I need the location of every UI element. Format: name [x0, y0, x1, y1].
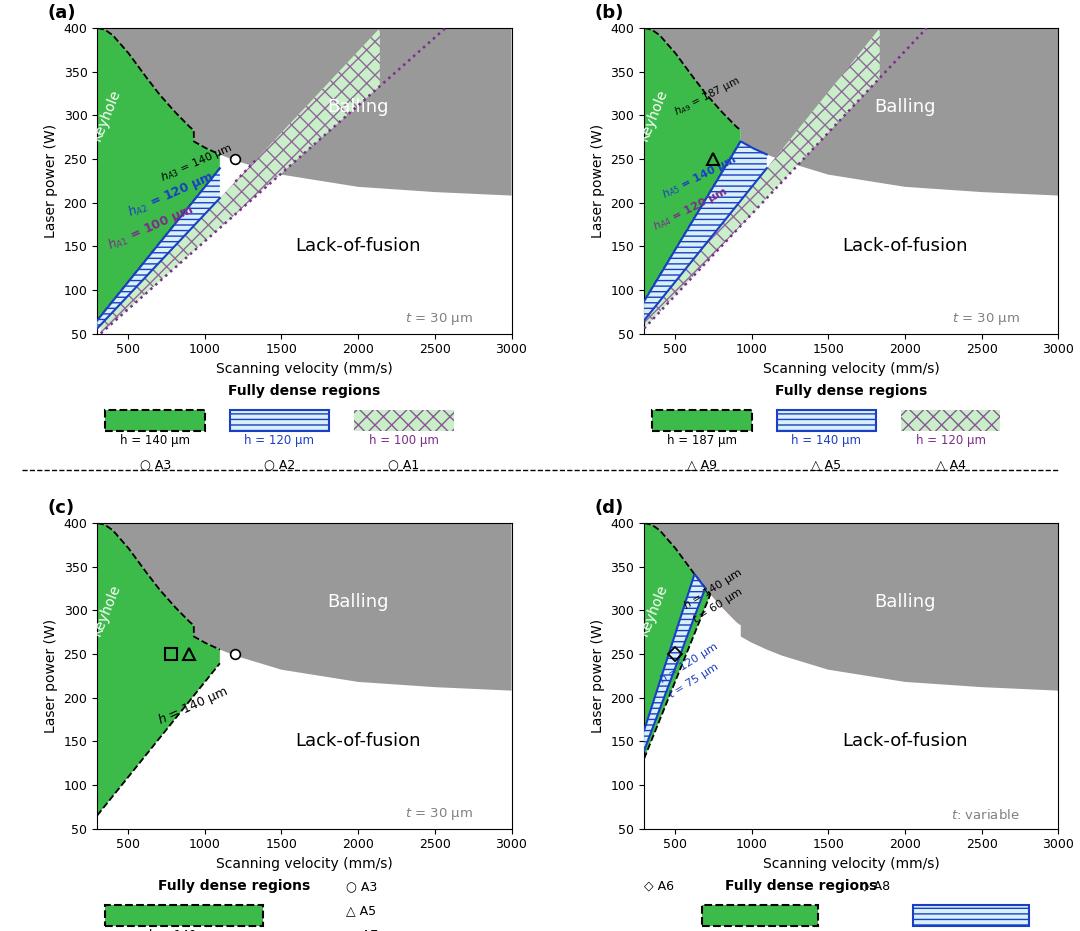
Text: (c): (c) — [48, 499, 75, 517]
Bar — [914, 905, 1029, 926]
Text: ◇ A8: ◇ A8 — [860, 880, 890, 893]
Text: Lack-of-fusion: Lack-of-fusion — [295, 237, 421, 255]
Text: Fully dense regions: Fully dense regions — [158, 879, 310, 893]
Polygon shape — [644, 28, 741, 130]
Polygon shape — [100, 28, 380, 333]
Text: h = 100 μm: h = 100 μm — [369, 434, 438, 447]
X-axis label: Scanning velocity (mm/s): Scanning velocity (mm/s) — [216, 857, 393, 870]
Text: Lack-of-fusion: Lack-of-fusion — [842, 733, 968, 750]
X-axis label: Scanning velocity (mm/s): Scanning velocity (mm/s) — [762, 857, 940, 870]
Text: ○ A1: ○ A1 — [388, 458, 419, 471]
Polygon shape — [644, 28, 880, 329]
Text: △ A5: △ A5 — [811, 458, 841, 471]
Polygon shape — [644, 28, 1058, 196]
Text: (a): (a) — [48, 4, 76, 21]
Text: $h_{A2}$ = 120 μm: $h_{A2}$ = 120 μm — [125, 168, 216, 221]
Bar — [106, 905, 262, 926]
Text: Keyhole: Keyhole — [636, 88, 670, 143]
Y-axis label: Laser power (W): Laser power (W) — [44, 619, 58, 733]
Text: $t$ = 30 μm: $t$ = 30 μm — [405, 805, 473, 821]
Text: Fully dense regions: Fully dense regions — [775, 384, 928, 398]
Text: △ A5: △ A5 — [346, 904, 376, 917]
Text: $t$: variable: $t$: variable — [951, 807, 1020, 821]
Text: Balling: Balling — [327, 98, 389, 115]
Y-axis label: Laser power (W): Laser power (W) — [591, 124, 605, 237]
Polygon shape — [97, 28, 194, 130]
Bar — [354, 410, 454, 431]
Polygon shape — [97, 28, 220, 320]
Text: Lack-of-fusion: Lack-of-fusion — [842, 237, 968, 255]
X-axis label: Scanning velocity (mm/s): Scanning velocity (mm/s) — [762, 362, 940, 376]
Text: h = 140 μm: h = 140 μm — [792, 434, 862, 447]
Text: $h_{A9}$ = 187 μm: $h_{A9}$ = 187 μm — [672, 74, 743, 119]
Bar — [354, 410, 454, 431]
Text: $h_{A5}$ = 140 μm: $h_{A5}$ = 140 μm — [660, 152, 740, 202]
Text: $t$ = 30 μm: $t$ = 30 μm — [405, 311, 473, 327]
Polygon shape — [97, 523, 220, 816]
Bar — [901, 410, 1000, 431]
Polygon shape — [97, 523, 194, 626]
Bar — [901, 410, 1000, 431]
Text: $h_{A4}$ = 120 μm: $h_{A4}$ = 120 μm — [650, 184, 730, 235]
Text: Balling: Balling — [327, 592, 389, 611]
Polygon shape — [97, 169, 220, 329]
Polygon shape — [644, 523, 741, 626]
Y-axis label: Laser power (W): Laser power (W) — [44, 124, 58, 237]
Text: Keyhole: Keyhole — [90, 583, 123, 639]
Bar — [777, 410, 876, 431]
Text: $h_{A3}$ = 140 μm: $h_{A3}$ = 140 μm — [159, 141, 235, 184]
Text: h = 140 μm: h = 140 μm — [120, 434, 190, 447]
Text: ○ A3: ○ A3 — [139, 458, 171, 471]
Bar — [106, 410, 205, 431]
Text: h = 120 μm: h = 120 μm — [244, 434, 314, 447]
Text: $h$ = 140 μm: $h$ = 140 μm — [156, 682, 231, 729]
Bar — [777, 410, 876, 431]
Polygon shape — [644, 523, 711, 759]
Text: □ A7: □ A7 — [346, 928, 378, 931]
Text: △ A9: △ A9 — [687, 458, 717, 471]
Polygon shape — [644, 28, 741, 302]
Bar — [914, 905, 1029, 926]
Text: Fully dense regions: Fully dense regions — [726, 879, 878, 893]
Text: (b): (b) — [594, 4, 624, 21]
X-axis label: Scanning velocity (mm/s): Scanning velocity (mm/s) — [216, 362, 393, 376]
Polygon shape — [644, 523, 1058, 691]
Y-axis label: Laser power (W): Laser power (W) — [591, 619, 605, 733]
Text: ○ A2: ○ A2 — [264, 458, 295, 471]
Text: (d): (d) — [594, 499, 623, 517]
Text: h = 120 μm: h = 120 μm — [916, 434, 986, 447]
Text: △ A4: △ A4 — [935, 458, 966, 471]
Text: $h$ = 140 μm
$t$ = 60 μm: $h$ = 140 μm $t$ = 60 μm — [680, 565, 754, 627]
Bar — [652, 410, 752, 431]
Text: ○ A3: ○ A3 — [346, 880, 377, 893]
Polygon shape — [644, 142, 767, 320]
Text: $t$ = 30 μm: $t$ = 30 μm — [953, 311, 1020, 327]
Text: h = 187 μm: h = 187 μm — [667, 434, 737, 447]
Text: Balling: Balling — [874, 592, 935, 611]
Text: Balling: Balling — [874, 98, 935, 115]
Text: Keyhole: Keyhole — [90, 88, 123, 143]
Text: h = 140 μm: h = 140 μm — [149, 928, 219, 931]
Polygon shape — [97, 28, 512, 196]
Bar — [702, 905, 819, 926]
Text: $h_{A1}$ = 100 μm: $h_{A1}$ = 100 μm — [105, 200, 197, 254]
Bar — [230, 410, 329, 431]
Text: Lack-of-fusion: Lack-of-fusion — [295, 733, 421, 750]
Bar — [230, 410, 329, 431]
Text: $h$ = 120 μm
$t$ = 75 μm: $h$ = 120 μm $t$ = 75 μm — [657, 640, 730, 702]
Text: Keyhole: Keyhole — [636, 583, 670, 639]
Polygon shape — [97, 523, 512, 691]
Text: Fully dense regions: Fully dense regions — [228, 384, 380, 398]
Text: ◇ A6: ◇ A6 — [644, 880, 674, 893]
Polygon shape — [644, 574, 705, 750]
